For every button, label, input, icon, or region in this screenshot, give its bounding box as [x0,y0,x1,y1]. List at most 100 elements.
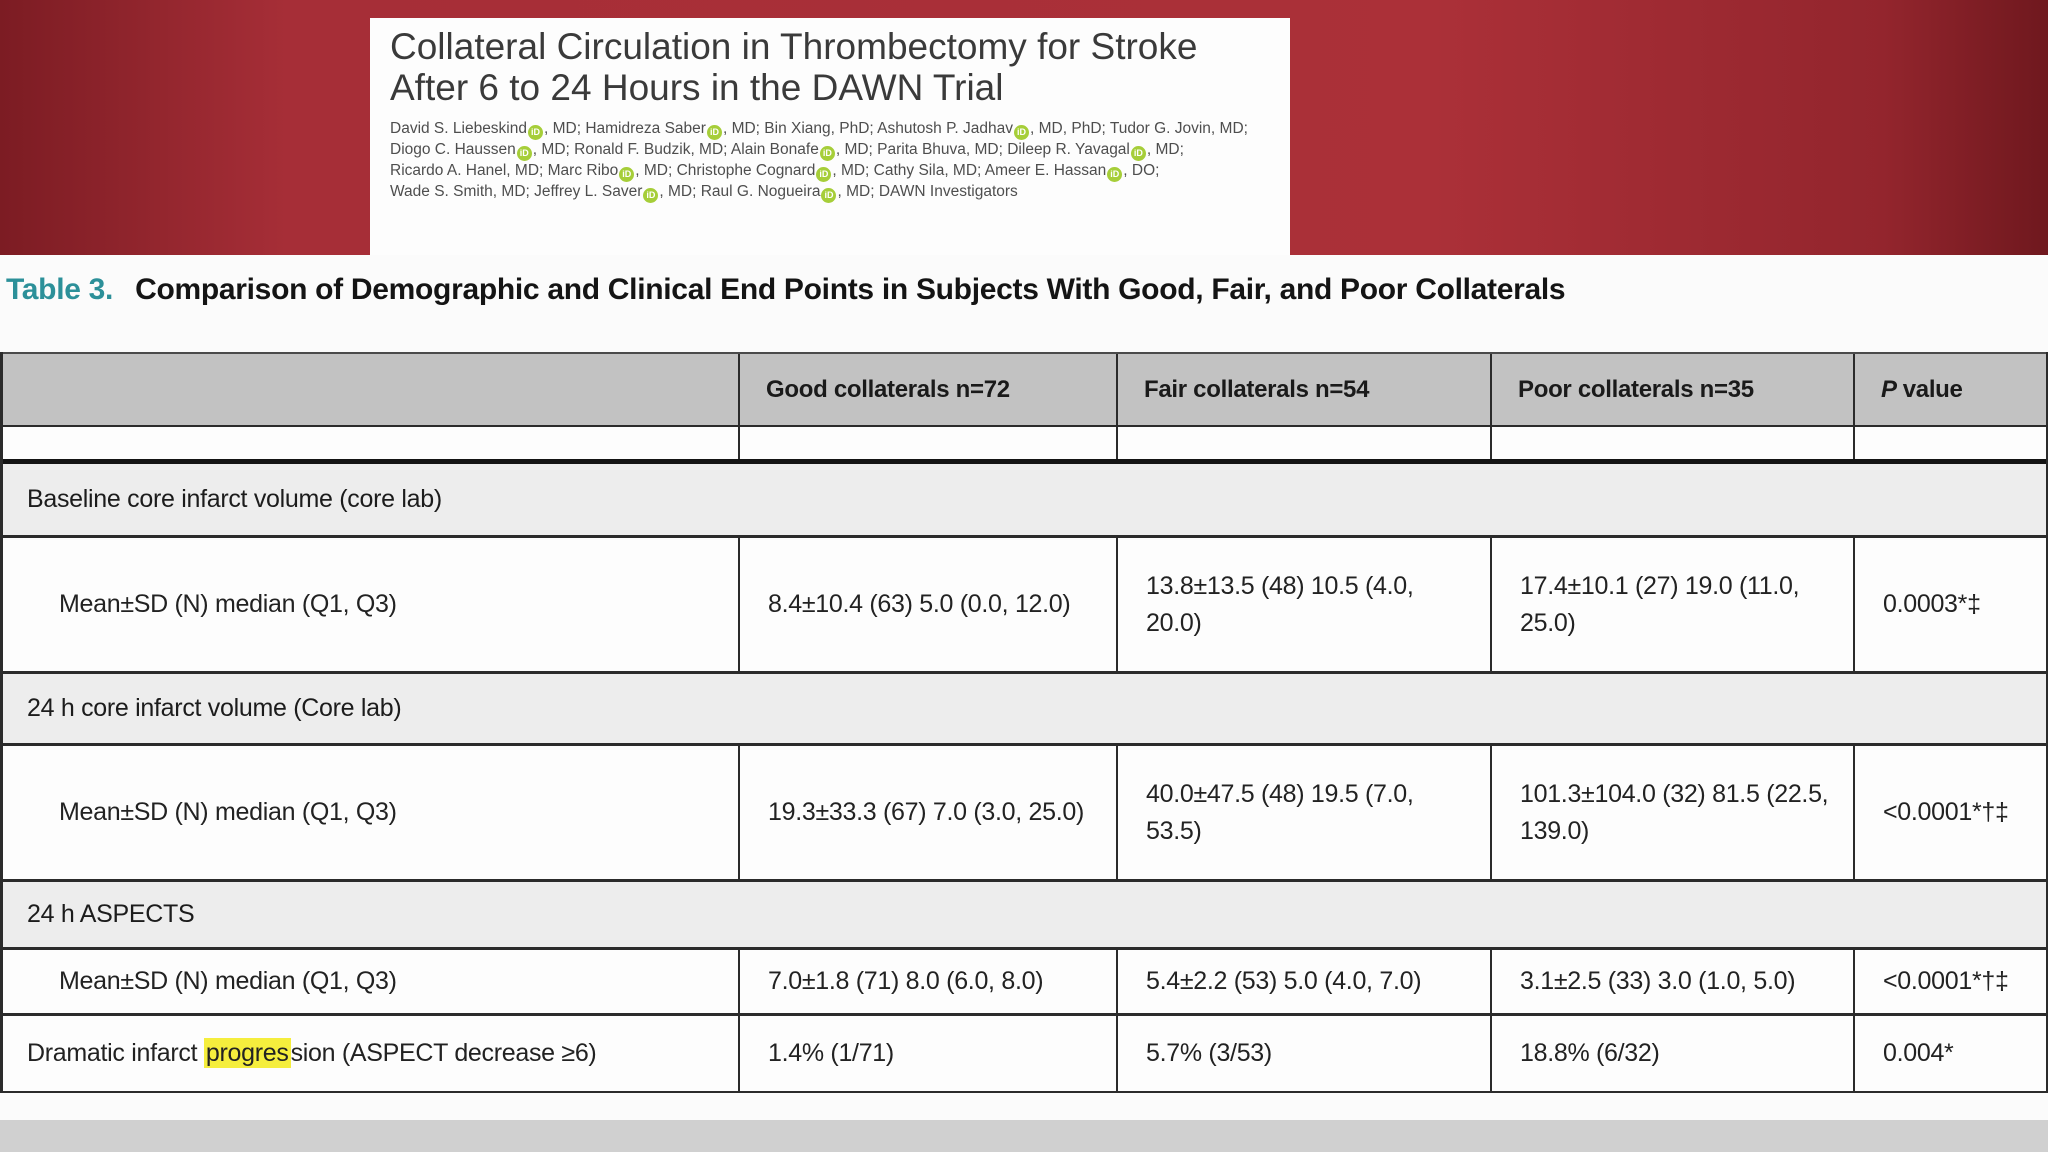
p-value-italic: P [1881,375,1897,403]
table-header-row: Good collaterals n=72 Fair collaterals n… [3,352,2046,427]
value-text: 0.004* [1883,1039,1954,1068]
orcid-icon: iD [1130,145,1146,161]
gap-cell [1492,427,1855,459]
row-label: Mean±SD (N) median (Q1, Q3) [3,746,740,879]
orcid-icon: iD [819,145,835,161]
value-poor: 3.1±2.5 (33) 3.0 (1.0, 5.0) [1492,950,1855,1013]
section-row-24h-core-infarct: 24 h core infarct volume (Core lab) [3,674,2046,746]
author-text: , MD; Bin Xiang, PhD; Ashutosh P. Jadhav [722,119,1014,137]
author-text: , MD; [1146,140,1184,158]
header-cell-poor-collaterals: Poor collaterals n=35 [1492,354,1855,425]
highlighted-text: progres [203,1038,291,1069]
value-text: 19.3±33.3 (67) 7.0 (3.0, 25.0) [768,798,1085,827]
header-cell-good-collaterals: Good collaterals n=72 [740,354,1118,425]
section-label: 24 h core infarct volume (Core lab) [27,694,402,722]
value-text: 18.8% (6/32) [1520,1039,1660,1068]
value-good: 19.3±33.3 (67) 7.0 (3.0, 25.0) [740,746,1118,879]
value-text: 13.8±13.5 (48) 10.5 (4.0, 20.0) [1146,572,1414,637]
value-fair: 40.0±47.5 (48) 19.5 (7.0, 53.5) [1118,746,1492,879]
row-label: Mean±SD (N) median (Q1, Q3) [3,950,740,1013]
value-text: 5.4±2.2 (53) 5.0 (4.0, 7.0) [1146,967,1422,996]
orcid-icon: iD [816,166,832,182]
section-row-24h-aspects: 24 h ASPECTS [3,882,2046,950]
orcid-icon: iD [516,145,532,161]
value-text: 40.0±47.5 (48) 19.5 (7.0, 53.5) [1146,780,1414,845]
data-row-24h-core-mean: Mean±SD (N) median (Q1, Q3) 19.3±33.3 (6… [3,746,2046,882]
orcid-icon: iD [706,124,722,140]
author-text: , MD; Cathy Sila, MD; Ameer E. Hassan [832,161,1107,179]
value-poor: 18.8% (6/32) [1492,1016,1855,1091]
label-after: sion (ASPECT decrease ≥6) [290,1039,597,1068]
value-p: <0.0001*†‡ [1855,746,2046,879]
value-poor: 17.4±10.1 (27) 19.0 (11.0, 25.0) [1492,538,1855,671]
author-text: , MD; Christophe Cognard [635,161,816,179]
author-text: , MD, PhD; Tudor G. Jovin, MD; [1030,119,1248,137]
section-row-baseline-core-infarct: Baseline core infarct volume (core lab) [3,464,2046,538]
value-text: <0.0001*†‡ [1883,798,2009,827]
value-text: 0.0003*‡ [1883,590,1981,619]
paper-title: Collateral Circulation in Thrombectomy f… [390,26,1270,109]
value-text: 3.1±2.5 (33) 3.0 (1.0, 5.0) [1520,967,1796,996]
orcid-icon: iD [821,187,837,203]
orcid-icon: iD [1014,124,1030,140]
value-text: <0.0001*†‡ [1883,967,2009,996]
author-text: , MD; Hamidreza Saber [544,119,706,137]
author-text: Wade S. Smith, MD; Jeffrey L. Saver [390,182,643,200]
header-cell-empty [3,354,740,425]
author-text: , MD; Parita Bhuva, MD; Dileep R. Yavaga… [835,140,1130,158]
label-before: Dramatic infarct [27,1039,204,1068]
table-number-label: Table 3. [6,273,114,306]
section-label: 24 h ASPECTS [27,900,195,928]
author-text: , MD; Raul G. Nogueira [659,182,821,200]
gap-cell [740,427,1118,459]
orcid-icon: iD [1107,166,1123,182]
gap-cell [1855,427,2046,459]
author-text: , MD; Ronald F. Budzik, MD; Alain Bonafe [532,140,819,158]
value-p: 0.0003*‡ [1855,538,2046,671]
value-fair: 13.8±13.5 (48) 10.5 (4.0, 20.0) [1118,538,1492,671]
paper-title-line1: Collateral Circulation in Thrombectomy f… [390,26,1198,67]
value-good: 1.4% (1/71) [740,1016,1118,1091]
value-text: 7.0±1.8 (71) 8.0 (6.0, 8.0) [768,967,1044,996]
author-text: Diogo C. Haussen [390,140,516,158]
row-label-text: Dramatic infarct progression (ASPECT dec… [27,1035,597,1071]
orcid-icon: iD [528,124,543,140]
p-value-rest: value [1902,375,1963,403]
gap-cell [3,427,740,459]
orcid-icon: iD [619,166,635,182]
journal-banner: Collateral Circulation in Thrombectomy f… [0,0,2048,255]
paper-title-box: Collateral Circulation in Thrombectomy f… [370,18,1290,255]
value-p: 0.004* [1855,1016,2046,1091]
value-fair: 5.4±2.2 (53) 5.0 (4.0, 7.0) [1118,950,1492,1013]
data-row-dramatic-progression: Dramatic infarct progression (ASPECT dec… [3,1016,2046,1093]
author-line: Ricardo A. Hanel, MD; Marc Ribo iD, MD; C… [390,161,1270,182]
author-line: David S. Liebeskind iD, MD; Hamidreza Sab… [390,119,1270,140]
value-text: 101.3±104.0 (32) 81.5 (22.5, 139.0) [1520,780,1829,845]
comparison-table: Good collaterals n=72 Fair collaterals n… [0,352,2048,1093]
data-row-aspects-mean: Mean±SD (N) median (Q1, Q3) 7.0±1.8 (71)… [3,950,2046,1016]
author-text: David S. Liebeskind [390,119,527,137]
value-good: 7.0±1.8 (71) 8.0 (6.0, 8.0) [740,950,1118,1013]
value-p: <0.0001*†‡ [1855,950,2046,1013]
value-good: 8.4±10.4 (63) 5.0 (0.0, 12.0) [740,538,1118,671]
bottom-gray-strip [0,1120,2048,1152]
author-text: , DO; [1123,161,1160,179]
value-poor: 101.3±104.0 (32) 81.5 (22.5, 139.0) [1492,746,1855,879]
author-line: Wade S. Smith, MD; Jeffrey L. Saver iD, M… [390,182,1270,203]
table-title: Comparison of Demographic and Clinical E… [135,273,1566,306]
gap-cell [1118,427,1492,459]
value-text: 17.4±10.1 (27) 19.0 (11.0, 25.0) [1520,572,1800,637]
paper-title-line2: After 6 to 24 Hours in the DAWN Trial [390,67,1004,109]
row-label-text: Mean±SD (N) median (Q1, Q3) [59,967,397,996]
author-text: , MD; DAWN Investigators [837,182,1018,200]
data-row-baseline-mean: Mean±SD (N) median (Q1, Q3) 8.4±10.4 (63… [3,538,2046,674]
value-text: 8.4±10.4 (63) 5.0 (0.0, 12.0) [768,590,1071,619]
header-cell-fair-collaterals: Fair collaterals n=54 [1118,354,1492,425]
author-list: David S. Liebeskind iD, MD; Hamidreza Sab… [390,119,1270,203]
row-label: Mean±SD (N) median (Q1, Q3) [3,538,740,671]
section-label: Baseline core infarct volume (core lab) [27,485,442,513]
header-body-gap [3,427,2046,464]
value-text: 1.4% (1/71) [768,1039,894,1068]
